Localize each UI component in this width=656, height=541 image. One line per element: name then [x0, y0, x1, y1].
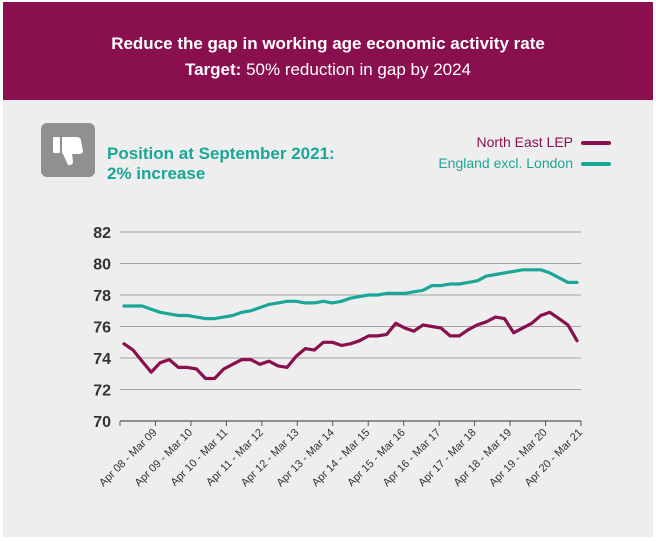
chart-legend: North East LEP England excl. London	[438, 132, 611, 174]
y-tick-label: 82	[93, 225, 111, 242]
banner-title: Reduce the gap in working age economic a…	[111, 34, 545, 53]
legend-england: England excl. London	[438, 153, 611, 174]
banner-target: Target: 50% reduction in gap by 2024	[3, 60, 653, 80]
status-line1: Position at September 2021:	[107, 144, 335, 163]
y-tick-label: 72	[93, 383, 111, 400]
y-tick-label: 74	[93, 351, 111, 368]
legend-swatch-north-east	[581, 141, 611, 146]
banner: Reduce the gap in working age economic a…	[3, 2, 653, 100]
chart-panel: Position at September 2021: 2% increase …	[3, 100, 653, 537]
status-line2: 2% increase	[107, 164, 206, 183]
y-tick-label: 76	[93, 320, 111, 337]
y-tick-label: 78	[93, 288, 111, 305]
y-tick-label: 70	[93, 414, 111, 431]
target-label: Target:	[184, 60, 242, 79]
thumbs-down-icon	[41, 123, 95, 177]
status-text: Position at September 2021: 2% increase	[107, 144, 407, 184]
y-tick-label: 80	[93, 257, 111, 274]
legend-label-north-east: North East LEP	[476, 134, 574, 150]
legend-north-east: North East LEP	[438, 132, 611, 153]
target-text: 50% reduction in gap by 2024	[241, 60, 472, 79]
series-line-north-east	[122, 310, 579, 381]
legend-label-england: England excl. London	[438, 155, 573, 171]
series-line-england	[122, 268, 579, 321]
legend-swatch-england	[581, 162, 611, 167]
